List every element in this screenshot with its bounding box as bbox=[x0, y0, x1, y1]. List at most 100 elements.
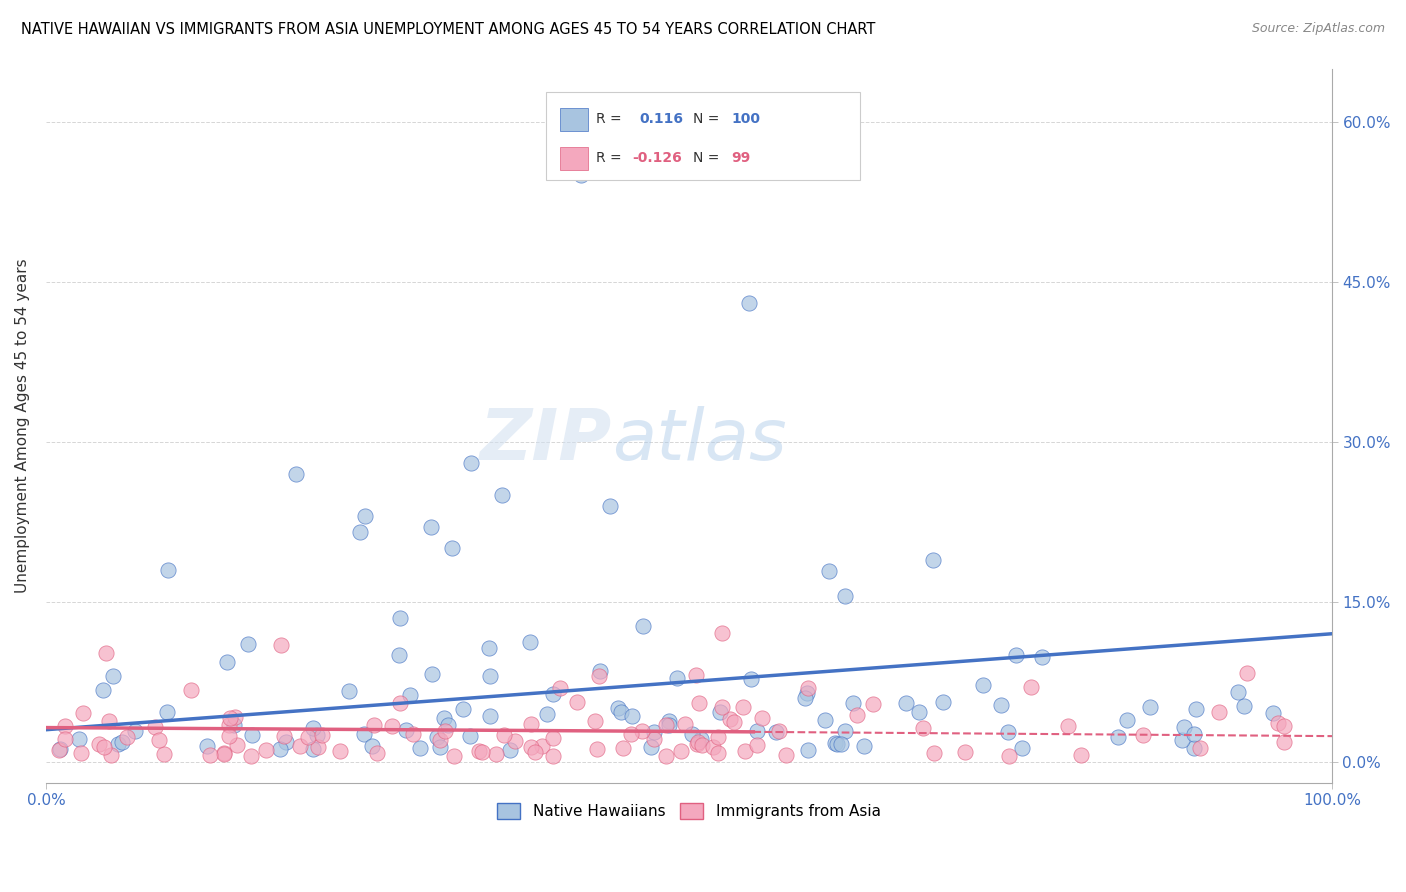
Point bbox=[818, 564, 841, 578]
Y-axis label: Unemployment Among Ages 45 to 54 years: Unemployment Among Ages 45 to 54 years bbox=[15, 259, 30, 593]
Point bbox=[689, 732, 711, 747]
Point bbox=[751, 711, 773, 725]
Point bbox=[153, 747, 176, 761]
Point bbox=[240, 728, 263, 742]
Point bbox=[599, 499, 621, 513]
Point bbox=[834, 723, 856, 738]
Point bbox=[48, 742, 70, 756]
Point bbox=[1173, 721, 1195, 735]
Point bbox=[631, 619, 654, 633]
Point bbox=[117, 731, 139, 745]
Point bbox=[543, 731, 565, 745]
Point bbox=[852, 739, 875, 754]
Point bbox=[224, 709, 246, 723]
Point bbox=[478, 669, 501, 683]
Point bbox=[588, 669, 610, 683]
Point bbox=[972, 678, 994, 692]
Point bbox=[361, 739, 384, 753]
Point bbox=[1139, 700, 1161, 714]
Text: atlas: atlas bbox=[612, 406, 786, 475]
Point bbox=[98, 714, 121, 729]
Point bbox=[834, 589, 856, 603]
Point bbox=[530, 739, 553, 754]
Point bbox=[72, 706, 94, 720]
Point bbox=[494, 728, 516, 742]
Point bbox=[180, 683, 202, 698]
Point bbox=[520, 716, 543, 731]
Point bbox=[706, 730, 728, 744]
Point bbox=[1107, 730, 1129, 744]
Point bbox=[401, 727, 423, 741]
Point bbox=[389, 611, 412, 625]
Point bbox=[399, 688, 422, 702]
Point bbox=[814, 714, 837, 728]
Point bbox=[107, 737, 129, 751]
Point bbox=[479, 709, 502, 723]
Point bbox=[195, 739, 218, 754]
Point bbox=[307, 740, 329, 755]
Point bbox=[825, 737, 848, 751]
Point bbox=[485, 747, 508, 762]
Point bbox=[433, 711, 456, 725]
Point bbox=[420, 667, 443, 681]
Point bbox=[536, 706, 558, 721]
Point bbox=[388, 648, 411, 662]
Point bbox=[148, 733, 170, 747]
Point bbox=[824, 735, 846, 749]
Point bbox=[589, 664, 612, 678]
Point bbox=[734, 744, 756, 758]
Point bbox=[1189, 740, 1212, 755]
Point bbox=[842, 697, 865, 711]
Point bbox=[274, 735, 297, 749]
Point bbox=[1005, 648, 1028, 663]
Point bbox=[765, 725, 787, 739]
Point bbox=[111, 735, 134, 749]
Point bbox=[669, 744, 692, 758]
Point bbox=[238, 637, 260, 651]
Point bbox=[157, 563, 180, 577]
Point bbox=[503, 734, 526, 748]
Point bbox=[53, 719, 76, 733]
Text: ZIP: ZIP bbox=[479, 406, 612, 475]
Point bbox=[908, 705, 931, 719]
Point bbox=[93, 739, 115, 754]
Point bbox=[541, 687, 564, 701]
Point bbox=[395, 723, 418, 738]
Point bbox=[586, 741, 609, 756]
Point bbox=[1226, 684, 1249, 698]
Point bbox=[198, 747, 221, 762]
Point bbox=[1267, 715, 1289, 730]
Point bbox=[519, 635, 541, 649]
Point bbox=[218, 718, 240, 732]
Text: N =: N = bbox=[693, 151, 720, 165]
Text: -0.126: -0.126 bbox=[633, 151, 682, 165]
Point bbox=[953, 745, 976, 759]
Point bbox=[718, 712, 741, 726]
Point bbox=[686, 737, 709, 751]
Point bbox=[655, 718, 678, 732]
Point bbox=[685, 668, 707, 682]
Point bbox=[711, 699, 734, 714]
Point bbox=[269, 742, 291, 756]
Point bbox=[363, 717, 385, 731]
Point bbox=[143, 720, 166, 734]
Point bbox=[1233, 699, 1256, 714]
Point bbox=[388, 696, 411, 710]
Point bbox=[997, 725, 1019, 739]
Point bbox=[311, 728, 333, 742]
Point bbox=[690, 738, 713, 752]
Text: N =: N = bbox=[693, 112, 720, 126]
Point bbox=[67, 731, 90, 746]
Point bbox=[91, 683, 114, 698]
Point bbox=[53, 732, 76, 747]
Point bbox=[471, 745, 494, 759]
Text: R =: R = bbox=[596, 151, 621, 165]
Point bbox=[643, 731, 665, 746]
Point bbox=[124, 724, 146, 739]
Point bbox=[1182, 740, 1205, 755]
Point bbox=[543, 748, 565, 763]
Point bbox=[709, 706, 731, 720]
Point bbox=[460, 456, 482, 470]
Point bbox=[1171, 732, 1194, 747]
Point bbox=[302, 741, 325, 756]
